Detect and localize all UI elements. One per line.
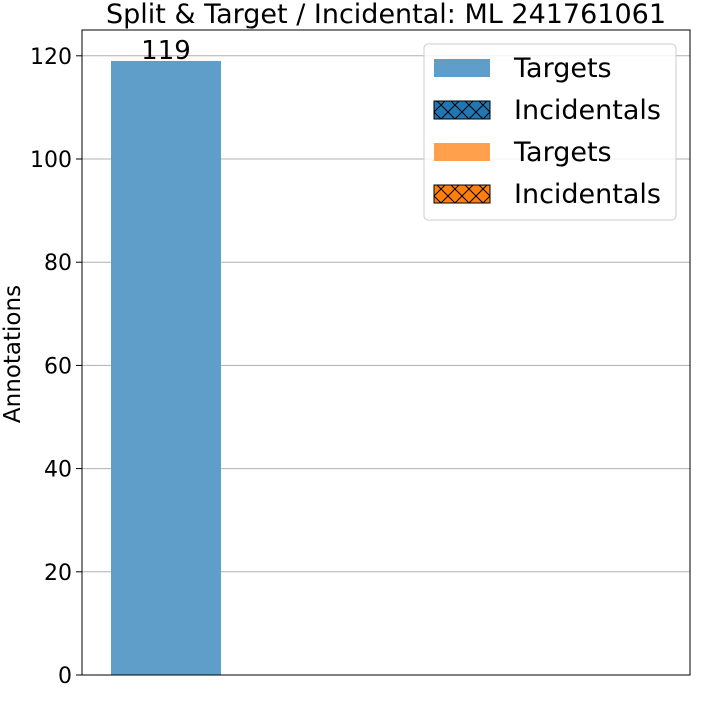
bar-value-label: 119 [141, 36, 191, 66]
legend-swatch [434, 143, 490, 161]
legend-label: Targets [513, 137, 612, 168]
legend-label: Incidentals [514, 95, 661, 126]
chart-title: Split & Target / Incidental: ML 24176106… [106, 0, 666, 30]
legend-swatch [434, 59, 490, 77]
y-tick-label: 0 [58, 664, 72, 689]
plot-frame [81, 29, 691, 676]
legend-swatch-hatch [433, 100, 491, 120]
bars [111, 60, 221, 675]
legend-label: Targets [513, 53, 612, 84]
y-axis-label: Annotations [0, 285, 26, 423]
y-tick-label: 120 [30, 45, 72, 70]
y-tick-label: 40 [44, 458, 72, 483]
y-axis-ticks: 0 20 40 60 80 100 120 [30, 45, 82, 689]
legend-box [423, 43, 677, 221]
y-tick-label: 60 [44, 354, 72, 379]
legend-swatch-hatch [433, 184, 491, 204]
legend-label: Incidentals [514, 179, 661, 210]
data-labels: 119 [141, 36, 191, 66]
legend: Targets Incidentals Targets Incidentals [423, 43, 677, 221]
y-tick-label: 80 [44, 251, 72, 276]
bar [111, 60, 221, 675]
y-tick-label: 100 [30, 148, 72, 173]
y-tick-label: 20 [44, 561, 72, 586]
